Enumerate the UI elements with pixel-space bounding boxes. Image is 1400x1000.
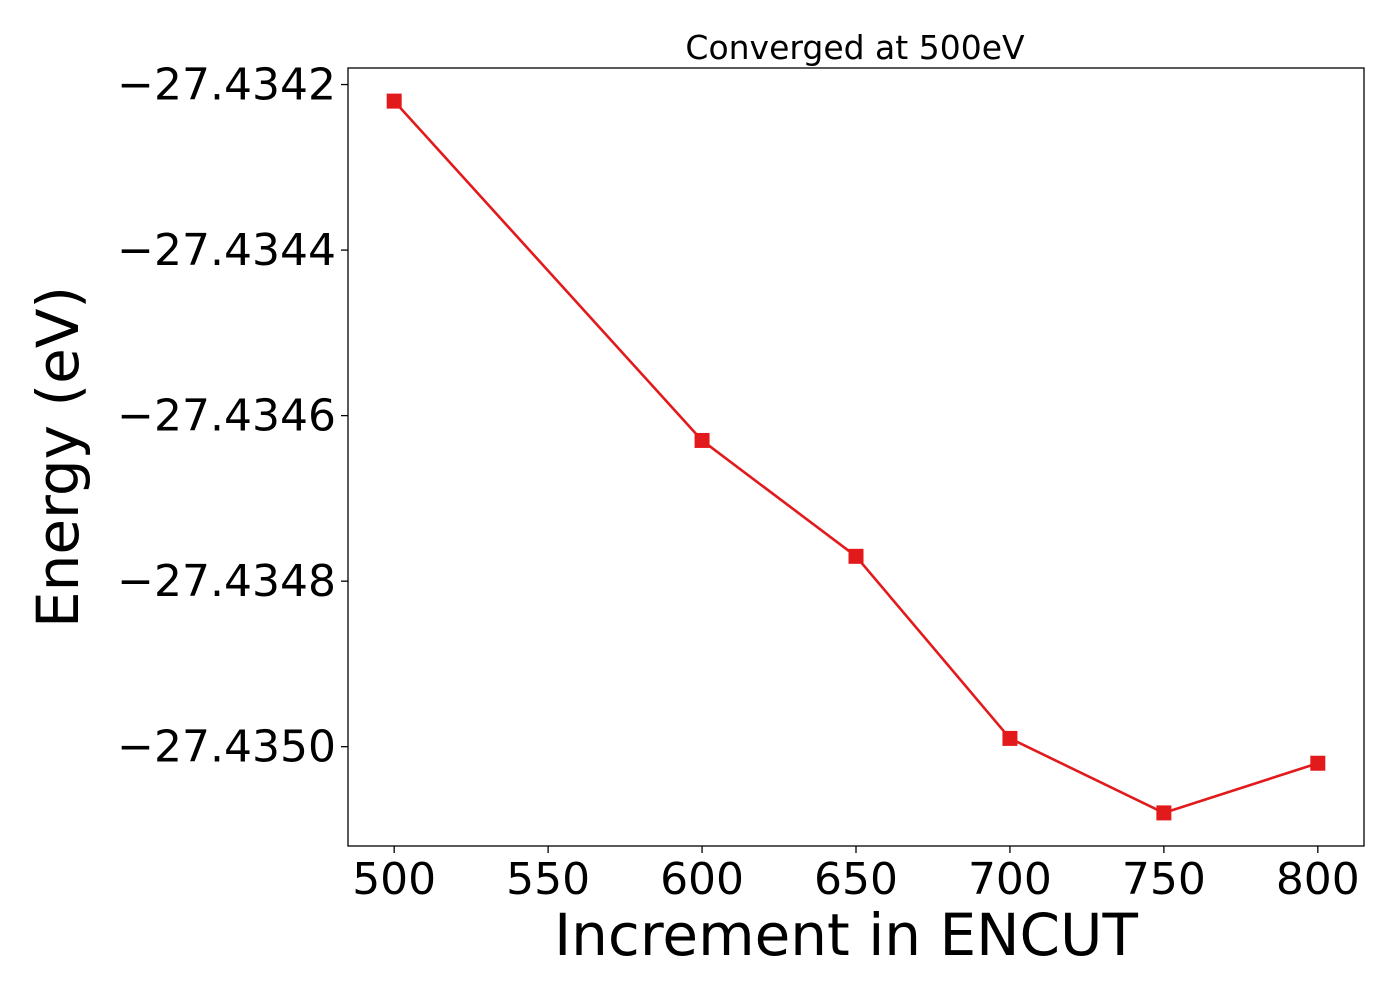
data-point-marker — [1156, 805, 1172, 821]
data-point-marker — [848, 548, 864, 564]
chart-title: Converged at 500eV — [685, 28, 1025, 67]
y-axis-ticks: −27.4342 −27.4344 −27.4346 −27.4348 −27.4350 — [117, 60, 348, 773]
x-tick-label: 500 — [352, 854, 436, 905]
y-tick-label: −27.4344 — [117, 225, 336, 276]
y-axis-label: Energy (eV) — [24, 286, 92, 628]
data-point-marker — [694, 432, 710, 448]
y-tick-label: −27.4350 — [117, 722, 336, 773]
x-axis-label: Increment in ENCUT — [554, 901, 1138, 969]
plot-frame — [347, 67, 1365, 847]
x-axis-ticks: 500 550 600 650 700 750 800 — [352, 846, 1360, 905]
data-point-marker — [1002, 730, 1018, 746]
data-point-marker — [1310, 755, 1326, 771]
y-tick-label: −27.4348 — [117, 556, 336, 607]
x-tick-label: 600 — [660, 854, 744, 905]
data-point-marker — [386, 93, 402, 109]
x-tick-label: 650 — [814, 854, 898, 905]
y-tick-label: −27.4346 — [117, 391, 336, 442]
series-group — [386, 93, 1326, 821]
y-tick-label: −27.4342 — [117, 60, 336, 111]
series-line — [393, 100, 1319, 815]
x-tick-label: 750 — [1122, 854, 1206, 905]
x-tick-label: 550 — [506, 854, 590, 905]
x-tick-label: 700 — [968, 854, 1052, 905]
x-tick-label: 800 — [1276, 854, 1360, 905]
